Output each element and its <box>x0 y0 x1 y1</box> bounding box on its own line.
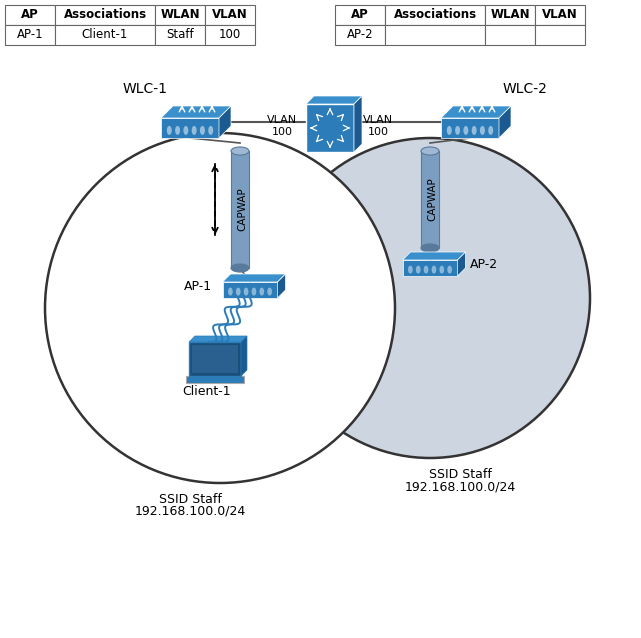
Text: WLC-1: WLC-1 <box>122 82 167 96</box>
Ellipse shape <box>228 288 233 295</box>
Ellipse shape <box>267 288 272 295</box>
FancyBboxPatch shape <box>155 5 205 25</box>
Text: Client-1: Client-1 <box>183 385 231 398</box>
FancyBboxPatch shape <box>535 5 585 25</box>
Polygon shape <box>161 106 231 118</box>
Polygon shape <box>403 252 465 260</box>
Text: Client-1: Client-1 <box>82 29 128 41</box>
FancyBboxPatch shape <box>385 25 485 45</box>
Text: WLAN: WLAN <box>490 8 530 22</box>
Ellipse shape <box>251 288 256 295</box>
Ellipse shape <box>421 244 439 252</box>
FancyBboxPatch shape <box>231 151 249 268</box>
Ellipse shape <box>200 126 205 135</box>
Ellipse shape <box>208 126 213 135</box>
Text: Staff: Staff <box>166 29 194 41</box>
Polygon shape <box>189 336 247 342</box>
Ellipse shape <box>192 126 197 135</box>
Ellipse shape <box>488 126 493 135</box>
Text: SSID Staff: SSID Staff <box>158 493 221 506</box>
Circle shape <box>270 138 590 458</box>
FancyBboxPatch shape <box>485 5 535 25</box>
Text: WLC-2: WLC-2 <box>503 82 547 96</box>
FancyBboxPatch shape <box>421 151 439 248</box>
FancyBboxPatch shape <box>485 25 535 45</box>
FancyBboxPatch shape <box>55 25 155 45</box>
Text: VLAN: VLAN <box>542 8 578 22</box>
Ellipse shape <box>440 265 444 274</box>
Ellipse shape <box>244 288 249 295</box>
Ellipse shape <box>463 126 469 135</box>
FancyBboxPatch shape <box>192 345 238 373</box>
Ellipse shape <box>408 265 413 274</box>
Polygon shape <box>222 274 285 282</box>
FancyBboxPatch shape <box>205 5 255 25</box>
Ellipse shape <box>431 265 437 274</box>
Polygon shape <box>306 96 362 104</box>
Text: VLAN
100: VLAN 100 <box>363 115 393 137</box>
FancyBboxPatch shape <box>385 5 485 25</box>
Polygon shape <box>441 106 511 118</box>
Ellipse shape <box>424 265 428 274</box>
Ellipse shape <box>231 264 249 272</box>
Polygon shape <box>499 106 511 138</box>
Circle shape <box>45 133 395 483</box>
FancyBboxPatch shape <box>441 118 499 138</box>
FancyBboxPatch shape <box>222 282 278 298</box>
Ellipse shape <box>416 265 420 274</box>
Text: AP: AP <box>351 8 369 22</box>
FancyBboxPatch shape <box>306 104 354 152</box>
FancyBboxPatch shape <box>5 25 55 45</box>
FancyBboxPatch shape <box>335 5 385 25</box>
FancyBboxPatch shape <box>161 118 219 138</box>
Text: Associations: Associations <box>63 8 147 22</box>
Text: CAPWAP: CAPWAP <box>427 177 437 221</box>
Polygon shape <box>458 252 465 276</box>
Ellipse shape <box>421 147 439 155</box>
FancyBboxPatch shape <box>155 25 205 45</box>
Ellipse shape <box>260 288 264 295</box>
Ellipse shape <box>480 126 485 135</box>
Text: AP-2: AP-2 <box>347 29 373 41</box>
Text: WLAN: WLAN <box>160 8 200 22</box>
Text: AP-1: AP-1 <box>17 29 44 41</box>
Text: Associations: Associations <box>394 8 476 22</box>
Ellipse shape <box>175 126 180 135</box>
Text: AP-1: AP-1 <box>184 279 212 292</box>
Ellipse shape <box>167 126 172 135</box>
Polygon shape <box>278 274 285 298</box>
FancyBboxPatch shape <box>205 25 255 45</box>
Ellipse shape <box>455 126 460 135</box>
Text: CAPWAP: CAPWAP <box>237 188 247 232</box>
Text: 100: 100 <box>219 29 241 41</box>
Text: VLAN
100: VLAN 100 <box>267 115 297 137</box>
Ellipse shape <box>447 126 452 135</box>
FancyBboxPatch shape <box>189 342 241 376</box>
Text: 192.168.100.0/24: 192.168.100.0/24 <box>135 505 246 518</box>
Ellipse shape <box>472 126 477 135</box>
Text: VLAN: VLAN <box>212 8 248 22</box>
FancyBboxPatch shape <box>403 260 458 276</box>
Text: 192.168.100.0/24: 192.168.100.0/24 <box>404 480 515 493</box>
Ellipse shape <box>236 288 240 295</box>
Polygon shape <box>241 336 247 376</box>
FancyBboxPatch shape <box>186 376 244 383</box>
FancyBboxPatch shape <box>535 25 585 45</box>
FancyBboxPatch shape <box>55 5 155 25</box>
Polygon shape <box>219 106 231 138</box>
FancyBboxPatch shape <box>5 5 55 25</box>
Polygon shape <box>354 96 362 152</box>
Text: AP-2: AP-2 <box>470 258 498 271</box>
FancyBboxPatch shape <box>335 25 385 45</box>
Text: AP: AP <box>21 8 39 22</box>
Text: SSID Staff: SSID Staff <box>429 468 492 481</box>
Ellipse shape <box>183 126 188 135</box>
Ellipse shape <box>447 265 452 274</box>
Ellipse shape <box>231 147 249 155</box>
